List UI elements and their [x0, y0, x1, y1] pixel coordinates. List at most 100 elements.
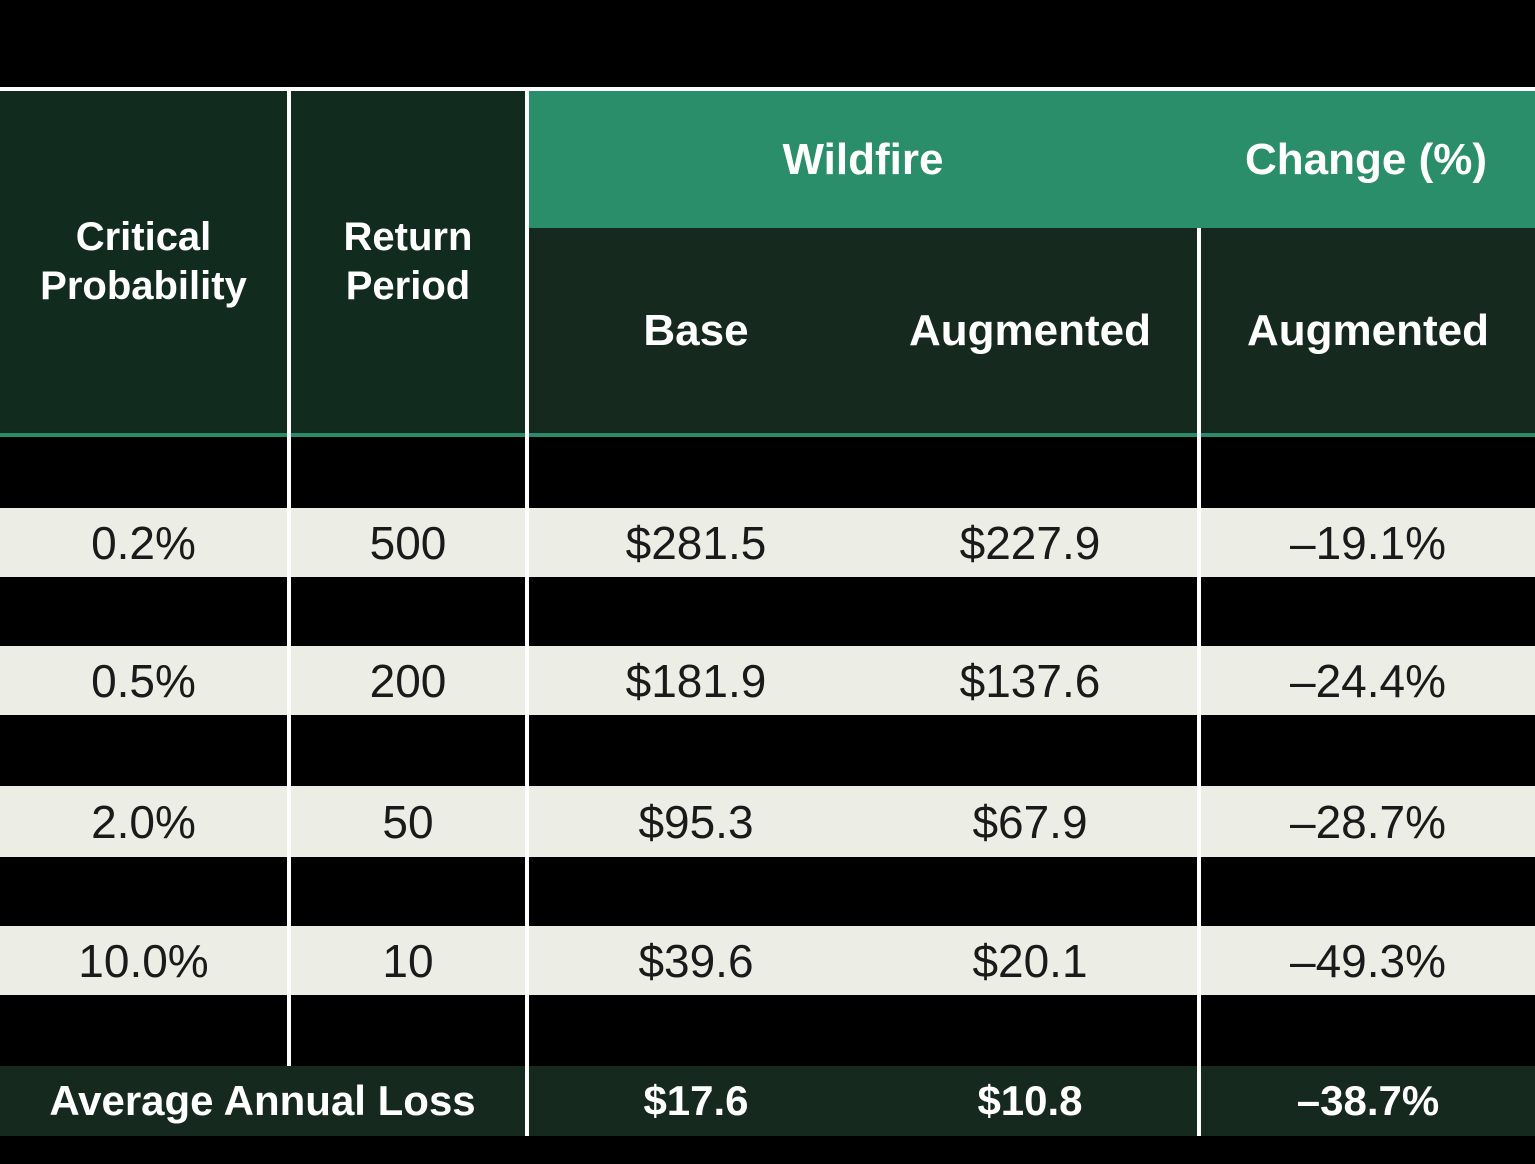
column-divider	[525, 577, 529, 646]
spacer-cell	[291, 577, 525, 646]
spacer-cell	[529, 995, 1197, 1066]
spacer-cell	[529, 577, 1197, 646]
underline-segment	[291, 433, 525, 437]
spacer-cell	[1201, 995, 1535, 1066]
column-divider	[1197, 995, 1201, 1066]
spacer-row	[0, 995, 1535, 1066]
footer-augmented: $10.8	[863, 1066, 1197, 1136]
spacer-cell	[291, 437, 525, 508]
cell-critical-probability: 2.0%	[0, 786, 287, 857]
spacer-cell	[0, 437, 287, 508]
cell-return-period: 10	[291, 926, 525, 995]
column-divider	[525, 995, 529, 1066]
underline-segment	[1201, 433, 1535, 437]
cell-change: –28.7%	[1201, 786, 1535, 857]
cell-augmented: $20.1	[863, 926, 1197, 995]
column-divider	[1197, 433, 1201, 437]
column-divider	[1197, 228, 1201, 433]
cell-augmented: $67.9	[863, 786, 1197, 857]
table-top-border	[0, 87, 1535, 91]
spacer-row	[0, 857, 1535, 926]
column-divider	[287, 857, 291, 926]
column-divider	[1197, 577, 1201, 646]
header-return-period: Return Period	[291, 91, 525, 433]
cell-base: $95.3	[529, 786, 863, 857]
column-divider	[525, 646, 529, 715]
spacer-cell	[291, 715, 525, 786]
column-divider	[525, 437, 529, 508]
column-divider	[287, 786, 291, 857]
column-divider	[1197, 646, 1201, 715]
cell-base: $39.6	[529, 926, 863, 995]
header-sub-row: Base Augmented Augmented	[529, 228, 1535, 433]
column-divider	[525, 433, 529, 437]
column-divider	[1197, 926, 1201, 995]
cell-base: $181.9	[529, 646, 863, 715]
table-row: 10.0% 10 $39.6 $20.1 –49.3%	[0, 926, 1535, 995]
column-divider	[287, 508, 291, 577]
spacer-cell	[1201, 577, 1535, 646]
column-divider	[287, 715, 291, 786]
column-divider	[287, 577, 291, 646]
table-row: 0.5% 200 $181.9 $137.6 –24.4%	[0, 646, 1535, 715]
column-divider	[525, 926, 529, 995]
table-row: 0.2% 500 $281.5 $227.9 –19.1%	[0, 508, 1535, 577]
cell-return-period: 500	[291, 508, 525, 577]
spacer-cell	[1201, 437, 1535, 508]
column-divider	[525, 715, 529, 786]
header-group-change: Change (%)	[1197, 91, 1535, 228]
cell-change: –49.3%	[1201, 926, 1535, 995]
spacer-cell	[1201, 857, 1535, 926]
column-divider	[1197, 437, 1201, 508]
footer-label: Average Annual Loss	[0, 1066, 525, 1136]
spacer-cell	[291, 995, 525, 1066]
spacer-cell	[529, 715, 1197, 786]
spacer-cell	[0, 715, 287, 786]
column-divider	[287, 91, 291, 433]
header-augmented: Augmented	[863, 228, 1197, 433]
column-divider	[287, 926, 291, 995]
spacer-cell	[0, 577, 287, 646]
column-divider	[1197, 508, 1201, 577]
cell-return-period: 50	[291, 786, 525, 857]
column-divider	[525, 857, 529, 926]
header-group-wildfire: Wildfire	[529, 91, 1197, 228]
spacer-cell	[1201, 715, 1535, 786]
bottom-margin	[0, 1136, 1535, 1164]
header-base: Base	[529, 228, 863, 433]
spacer-row	[0, 437, 1535, 508]
footer-change: –38.7%	[1201, 1066, 1535, 1136]
spacer-cell	[0, 995, 287, 1066]
table-header: Critical Probability Return Period Wildf…	[0, 91, 1535, 433]
column-divider	[525, 508, 529, 577]
column-divider	[1197, 857, 1201, 926]
header-right-block: Wildfire Change (%) Base Augmented Augme…	[529, 91, 1535, 433]
spacer-cell	[529, 437, 1197, 508]
header-change-augmented: Augmented	[1201, 228, 1535, 433]
column-divider	[1197, 715, 1201, 786]
cell-critical-probability: 10.0%	[0, 926, 287, 995]
cell-augmented: $137.6	[863, 646, 1197, 715]
cell-base: $281.5	[529, 508, 863, 577]
column-divider	[287, 995, 291, 1066]
column-divider	[525, 91, 529, 433]
column-divider	[1197, 1066, 1201, 1136]
column-divider	[287, 437, 291, 508]
cell-change: –24.4%	[1201, 646, 1535, 715]
cell-augmented: $227.9	[863, 508, 1197, 577]
table-row: 2.0% 50 $95.3 $67.9 –28.7%	[0, 786, 1535, 857]
column-divider	[287, 646, 291, 715]
cell-return-period: 200	[291, 646, 525, 715]
top-margin	[0, 0, 1535, 87]
header-critical-probability: Critical Probability	[0, 91, 287, 433]
spacer-cell	[0, 857, 287, 926]
header-underline	[0, 433, 1535, 437]
header-group-band: Wildfire Change (%)	[529, 91, 1535, 228]
spacer-cell	[291, 857, 525, 926]
spacer-row	[0, 577, 1535, 646]
spacer-cell	[529, 857, 1197, 926]
spacer-row	[0, 715, 1535, 786]
underline-segment	[0, 433, 287, 437]
cell-change: –19.1%	[1201, 508, 1535, 577]
